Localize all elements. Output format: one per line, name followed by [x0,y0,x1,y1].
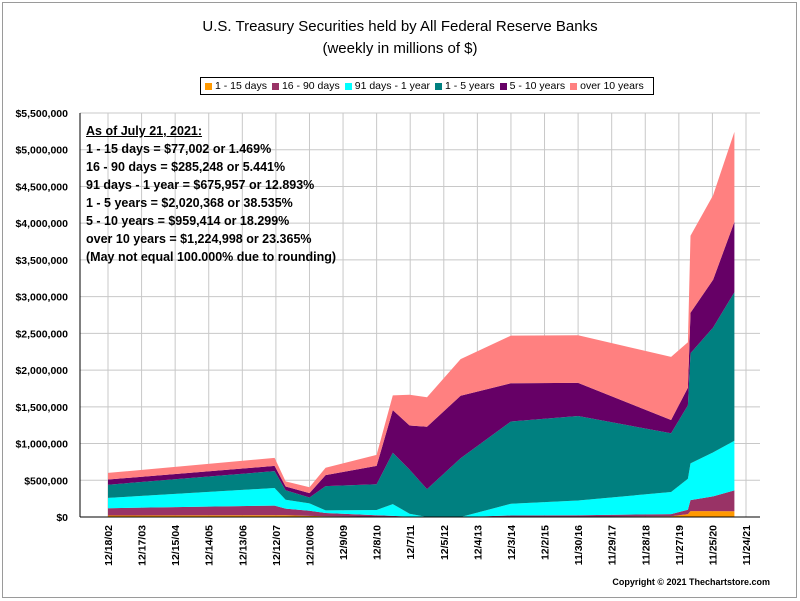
legend-label: 1 - 5 years [445,80,495,92]
chart-legend: 1 - 15 days 16 - 90 days 91 days - 1 year 1… [200,77,654,95]
legend-item: 91 days - 1 year [344,80,431,92]
y-tick-label: $3,000,000 [15,292,68,304]
x-tick-label: 12/10/08 [304,525,316,566]
legend-item: 1 - 5 years [435,80,495,92]
annotation-line: over 10 years = $1,224,998 or 23.365% [86,232,312,246]
x-tick-label: 11/25/20 [707,525,719,565]
x-tick-label: 11/27/19 [674,525,686,565]
x-tick-label: 12/15/04 [170,525,182,566]
y-tick-label: $1,000,000 [15,439,68,451]
series-area-5-10-years [108,221,735,498]
x-tick-label: 12/8/10 [372,525,384,560]
chart-subtitle: (weekly in millions of $) [322,40,478,57]
annotation-line: 1 - 15 days = $77,002 or 1.469% [86,142,272,156]
y-tick-label: $5,000,000 [15,145,68,157]
legend-label: 1 - 15 days [215,80,267,92]
x-tick-label: 12/18/02 [103,525,115,566]
y-tick-label: $4,500,000 [15,181,68,193]
legend-swatch [435,82,443,90]
annotation-line: 16 - 90 days = $285,248 or 5.441% [86,160,286,174]
annotation-line: 5 - 10 years = $959,414 or 18.299% [86,214,290,228]
legend-swatch [271,82,279,90]
y-tick-label: $2,500,000 [15,328,68,340]
legend-swatch [205,82,212,90]
series-area-over-10-years [108,131,735,494]
y-tick-label: $5,500,000 [15,108,68,120]
x-tick-label: 12/2/15 [540,525,552,560]
legend-swatch [344,82,352,90]
annotation-line: 91 days - 1 year = $675,957 or 12.893% [86,178,315,192]
legend-label: 91 days - 1 year [354,80,431,92]
x-tick-label: 11/30/16 [573,525,585,565]
legend-label: 16 - 90 days [281,80,340,92]
y-tick-label: $2,000,000 [15,365,68,377]
legend-label: over 10 years [580,80,644,92]
legend-item: 1 - 15 days [205,80,267,92]
legend-swatch [570,82,578,90]
legend-item: 5 - 10 years [499,80,566,92]
x-tick-label: 11/29/17 [607,525,619,565]
x-tick-label: 11/28/18 [640,525,652,565]
y-tick-label: $500,000 [24,475,68,487]
x-tick-label: 12/12/07 [271,525,283,566]
series-area-16-90-days [108,490,735,517]
series-area-91-days-1-year [108,440,735,517]
x-tick-label: 12/4/13 [472,525,484,560]
y-tick-label: $4,000,000 [15,218,68,230]
y-tick-label: $1,500,000 [15,402,68,414]
x-tick-label: 11/24/21 [741,525,753,565]
annotation-line: (May not equal 100.000% due to rounding) [86,250,337,264]
annotation-line: 1 - 5 years = $2,020,368 or 38.535% [86,196,293,210]
x-tick-label: 12/14/05 [204,525,216,566]
x-tick-label: 12/7/11 [405,525,417,560]
x-tick-label: 12/3/14 [506,525,518,560]
x-tick-label: 12/13/06 [237,525,249,566]
legend-swatch [499,82,507,90]
chart-title: U.S. Treasury Securities held by All Fed… [202,18,598,35]
series-area-1-15-days [108,511,735,517]
legend-item: over 10 years [570,80,644,92]
y-tick-label: $3,500,000 [15,255,68,267]
x-tick-label: 12/9/09 [338,525,350,560]
series-area-1-5-years [108,292,735,517]
annotation-heading: As of July 21, 2021: [86,124,203,138]
copyright-text: Copyright © 2021 Thechartstore.com [612,577,770,587]
legend-label: 5 - 10 years [509,80,566,92]
y-tick-label: $0 [56,512,68,524]
legend-item: 16 - 90 days [271,80,340,92]
x-tick-label: 12/5/12 [439,525,451,560]
x-tick-label: 12/17/03 [137,525,149,566]
